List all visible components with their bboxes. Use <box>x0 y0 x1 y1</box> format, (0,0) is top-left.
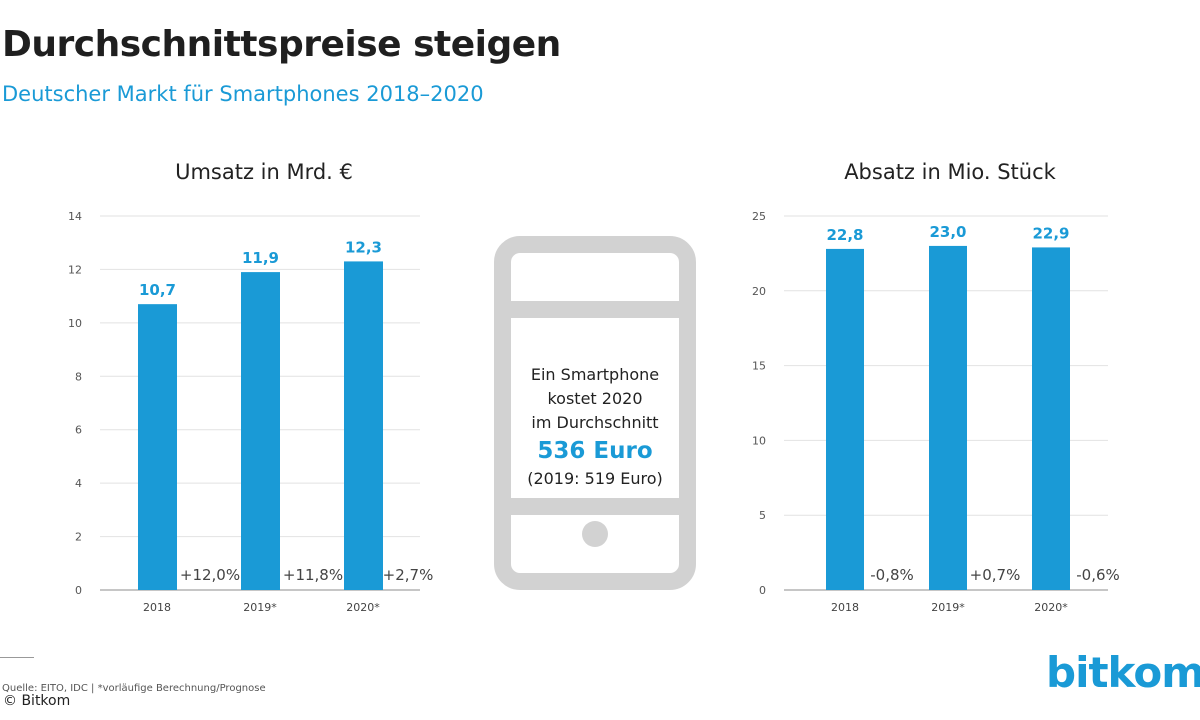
units-value-label: 22,9 <box>1032 224 1069 242</box>
revenue-value-label: 10,7 <box>139 281 176 299</box>
units-bar <box>1032 247 1070 590</box>
units-ytick-label: 20 <box>752 285 766 298</box>
copyright: © Bitkom <box>0 692 74 710</box>
units-category-label: 2018 <box>831 601 859 614</box>
revenue-ytick-label: 14 <box>68 210 82 223</box>
revenue-ytick-label: 8 <box>75 370 82 383</box>
footer-divider <box>0 657 34 658</box>
page-subtitle: Deutscher Markt für Smartphones 2018–202… <box>2 82 484 106</box>
units-change-label: -0,6% <box>1076 566 1120 584</box>
revenue-ytick-label: 10 <box>68 317 82 330</box>
revenue-change-label: +11,8% <box>283 566 343 584</box>
units-ytick-label: 25 <box>752 210 766 223</box>
phone-home-button-icon <box>582 521 608 547</box>
revenue-category-label: 2020* <box>346 601 380 614</box>
phone-top-bezel <box>511 301 679 318</box>
revenue-category-label: 2019* <box>243 601 277 614</box>
price-callout-line2: kostet 2020 <box>547 389 643 408</box>
revenue-change-label: +12,0% <box>180 566 240 584</box>
units-ytick-label: 5 <box>759 509 766 522</box>
units-ytick-label: 15 <box>752 360 766 373</box>
units-value-label: 22,8 <box>826 226 863 244</box>
price-callout: Ein Smartphone kostet 2020 im Durchschni… <box>511 363 679 491</box>
units-change-label: -0,8% <box>870 566 914 584</box>
price-callout-line1: Ein Smartphone <box>530 365 660 384</box>
revenue-bar <box>241 272 280 590</box>
revenue-chart-title: Umsatz in Mrd. € <box>175 160 353 184</box>
source-note: Quelle: EITO, IDC | *vorläufige Berechnu… <box>2 683 266 694</box>
phone-bottom-bezel <box>511 498 679 515</box>
revenue-bar <box>344 261 383 590</box>
revenue-ytick-label: 12 <box>68 263 82 276</box>
revenue-value-label: 11,9 <box>242 249 279 267</box>
revenue-ytick-label: 0 <box>75 584 82 597</box>
average-price: 536 Euro <box>537 438 653 464</box>
price-callout-line3: im Durchschnitt <box>531 413 659 432</box>
units-bar <box>929 245 967 591</box>
units-category-label: 2019* <box>931 601 965 614</box>
revenue-category-label: 2018 <box>143 601 171 614</box>
smartphone-illustration: Ein Smartphone kostet 2020 im Durchschni… <box>494 236 696 590</box>
revenue-ytick-label: 6 <box>75 424 82 437</box>
revenue-ytick-label: 2 <box>75 531 82 544</box>
units-change-label: +0,7% <box>970 566 1021 584</box>
units-chart-title: Absatz in Mio. Stück <box>844 160 1056 184</box>
previous-price: (2019: 519 Euro) <box>527 469 663 488</box>
units-bar <box>826 248 864 591</box>
revenue-ytick-label: 4 <box>75 477 82 490</box>
units-ytick-label: 10 <box>752 434 766 447</box>
revenue-change-label: +2,7% <box>383 566 434 584</box>
bitkom-logo: bitkom <box>1046 648 1200 697</box>
page-title: Durchschnittspreise steigen <box>2 24 561 65</box>
units-ytick-label: 0 <box>759 584 766 597</box>
units-value-label: 23,0 <box>929 223 966 241</box>
revenue-bar <box>138 304 177 590</box>
revenue-value-label: 12,3 <box>345 238 382 256</box>
units-category-label: 2020* <box>1034 601 1068 614</box>
